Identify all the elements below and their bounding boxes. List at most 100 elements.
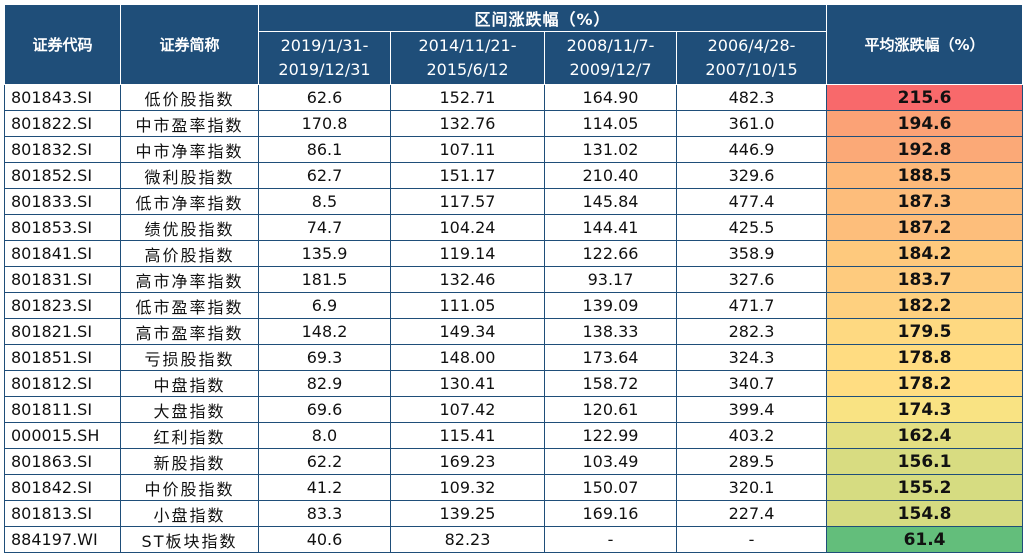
cell-average: 162.4 bbox=[826, 422, 1024, 449]
cell-period-2: 107.11 bbox=[390, 136, 545, 163]
index-performance-table: 证券代码 证券简称 区间涨跌幅（%） 平均涨跌幅（%） 2019/1/31- 20… bbox=[4, 4, 1024, 553]
cell-period-2: 132.46 bbox=[390, 266, 545, 293]
cell-period-1: 82.9 bbox=[258, 370, 391, 397]
table-row: 884197.WI ST板块指数 40.6 82.23- -61.4 bbox=[4, 526, 1024, 553]
header-period-2: 2014/11/21- 2015/6/12 bbox=[390, 31, 545, 85]
cell-period-1: 83.3 bbox=[258, 500, 391, 527]
cell-period-2: 109.32 bbox=[390, 474, 545, 501]
cell-average: 155.2 bbox=[826, 474, 1024, 501]
cell-code: 801811.SI bbox=[4, 396, 121, 423]
cell-period-4: 289.5 bbox=[675, 448, 828, 475]
cell-period-4: 340.7 bbox=[675, 370, 828, 397]
cell-period-4: 399.4 bbox=[675, 396, 828, 423]
header-period-3: 2008/11/7- 2009/12/7 bbox=[544, 31, 677, 85]
cell-code: 801841.SI bbox=[4, 240, 121, 267]
cell-code: 801842.SI bbox=[4, 474, 121, 501]
cell-period-1: 40.6 bbox=[258, 526, 391, 553]
cell-code: 000015.SH bbox=[4, 422, 121, 449]
header-period-4: 2006/4/28- 2007/10/15 bbox=[675, 31, 828, 85]
cell-period-3: 122.99 bbox=[544, 422, 677, 449]
cell-period-3: 131.02 bbox=[544, 136, 677, 163]
period-1-end: 2019/12/31 bbox=[278, 60, 371, 79]
cell-code: 801833.SI bbox=[4, 188, 121, 215]
cell-period-4: 358.9 bbox=[675, 240, 828, 267]
cell-period-1: 8.0 bbox=[258, 422, 391, 449]
cell-average: 178.8 bbox=[826, 344, 1024, 371]
cell-period-3: 139.09 bbox=[544, 292, 677, 319]
table-row: 801853.SI 绩优股指数 74.7 104.24 144.41 425.5 187.2 bbox=[4, 214, 1024, 241]
cell-period-2: 132.76 bbox=[390, 110, 545, 137]
period-4-end: 2007/10/15 bbox=[705, 60, 798, 79]
cell-code: 801812.SI bbox=[4, 370, 121, 397]
cell-period-1: 69.6 bbox=[258, 396, 391, 423]
cell-code: 884197.WI bbox=[4, 526, 121, 553]
header-period-1: 2019/1/31- 2019/12/31 bbox=[258, 31, 391, 85]
cell-period-2: 151.17 bbox=[390, 162, 545, 189]
cell-average: 183.7 bbox=[826, 266, 1024, 293]
cell-period-4: 329.6 bbox=[675, 162, 828, 189]
cell-code: 801852.SI bbox=[4, 162, 121, 189]
cell-period-3: 103.49 bbox=[544, 448, 677, 475]
cell-period-1: 135.9 bbox=[258, 240, 391, 267]
header-period-group: 区间涨跌幅（%） bbox=[257, 4, 828, 32]
header-name: 证券简称 bbox=[120, 4, 259, 85]
cell-code: 801863.SI bbox=[4, 448, 121, 475]
cell-name: 高价股指数 bbox=[120, 240, 259, 267]
cell-period-4: 446.9 bbox=[675, 136, 828, 163]
cell-period-2: 117.57 bbox=[390, 188, 545, 215]
cell-period-3: 164.90 bbox=[544, 84, 677, 111]
cell-period-1: 8.5 bbox=[258, 188, 391, 215]
cell-period-1: 69.3 bbox=[258, 344, 391, 371]
cell-name: 中盘指数 bbox=[120, 370, 259, 397]
cell-name: 红利指数 bbox=[120, 422, 259, 449]
table-row: 801863.SI 新股指数 62.2 169.23 103.49 289.5 156.1 bbox=[4, 448, 1024, 475]
cell-code: 801832.SI bbox=[4, 136, 121, 163]
table-row: 801821.SI 高市盈率指数 148.2 149.34 138.33 282.3 179… bbox=[4, 318, 1024, 345]
cell-average: 188.5 bbox=[826, 162, 1024, 189]
cell-average: 178.2 bbox=[826, 370, 1024, 397]
cell-period-2: 152.71 bbox=[390, 84, 545, 111]
cell-period-1: 62.7 bbox=[258, 162, 391, 189]
period-3-start: 2008/11/7- bbox=[566, 36, 655, 55]
cell-code: 801821.SI bbox=[4, 318, 121, 345]
cell-period-4: - bbox=[675, 526, 828, 553]
cell-period-1: 6.9 bbox=[258, 292, 391, 319]
cell-name: 低市净率指数 bbox=[120, 188, 259, 215]
header-code: 证券代码 bbox=[4, 4, 121, 85]
table-row: 801832.SI 中市净率指数 86.1 107.11 131.02 446.9 192.… bbox=[4, 136, 1024, 163]
cell-name: 高市盈率指数 bbox=[120, 318, 259, 345]
table-row: 801852.SI 微利股指数 62.7 151.17 210.40 329.6 188.5 bbox=[4, 162, 1024, 189]
cell-code: 801822.SI bbox=[4, 110, 121, 137]
cell-period-4: 482.3 bbox=[675, 84, 828, 111]
cell-average: 194.6 bbox=[826, 110, 1024, 137]
period-4-start: 2006/4/28- bbox=[707, 36, 796, 55]
cell-average: 179.5 bbox=[826, 318, 1024, 345]
cell-name: 中市盈率指数 bbox=[120, 110, 259, 137]
table-row: 801843.SI 低价股指数 62.6 152.71 164.90 482.3 215.6 bbox=[4, 84, 1024, 111]
cell-period-3: 173.64 bbox=[544, 344, 677, 371]
cell-period-1: 41.2 bbox=[258, 474, 391, 501]
cell-average: 182.2 bbox=[826, 292, 1024, 319]
cell-name: 高市净率指数 bbox=[120, 266, 259, 293]
cell-period-2: 111.05 bbox=[390, 292, 545, 319]
cell-period-1: 181.5 bbox=[258, 266, 391, 293]
table-row: 801842.SI 中价股指数 41.2 109.32 150.07 320.1 155.2 bbox=[4, 474, 1024, 501]
cell-average: 184.2 bbox=[826, 240, 1024, 267]
cell-average: 192.8 bbox=[826, 136, 1024, 163]
cell-period-4: 327.6 bbox=[675, 266, 828, 293]
cell-period-1: 62.2 bbox=[258, 448, 391, 475]
cell-average: 154.8 bbox=[826, 500, 1024, 527]
cell-code: 801831.SI bbox=[4, 266, 121, 293]
table-row: 801841.SI 高价股指数 135.9 119.14 122.66 358.9 184.… bbox=[4, 240, 1024, 267]
cell-name: 新股指数 bbox=[120, 448, 259, 475]
cell-period-2: 148.00 bbox=[390, 344, 545, 371]
cell-average: 61.4 bbox=[826, 526, 1024, 553]
table-row: 801811.SI 大盘指数 69.6 107.42 120.61 399.4 174.3 bbox=[4, 396, 1024, 423]
cell-period-2: 149.34 bbox=[390, 318, 545, 345]
header-average: 平均涨跌幅（%） bbox=[826, 4, 1024, 85]
cell-period-3: 210.40 bbox=[544, 162, 677, 189]
cell-period-3: 93.17 bbox=[544, 266, 677, 293]
cell-period-3: 144.41 bbox=[544, 214, 677, 241]
table-row: 801813.SI 小盘指数 83.3 139.25 169.16 227.4 154.8 bbox=[4, 500, 1024, 527]
table-row: 801833.SI 低市净率指数 8.5 117.57 145.84 477.4 187.3 bbox=[4, 188, 1024, 215]
